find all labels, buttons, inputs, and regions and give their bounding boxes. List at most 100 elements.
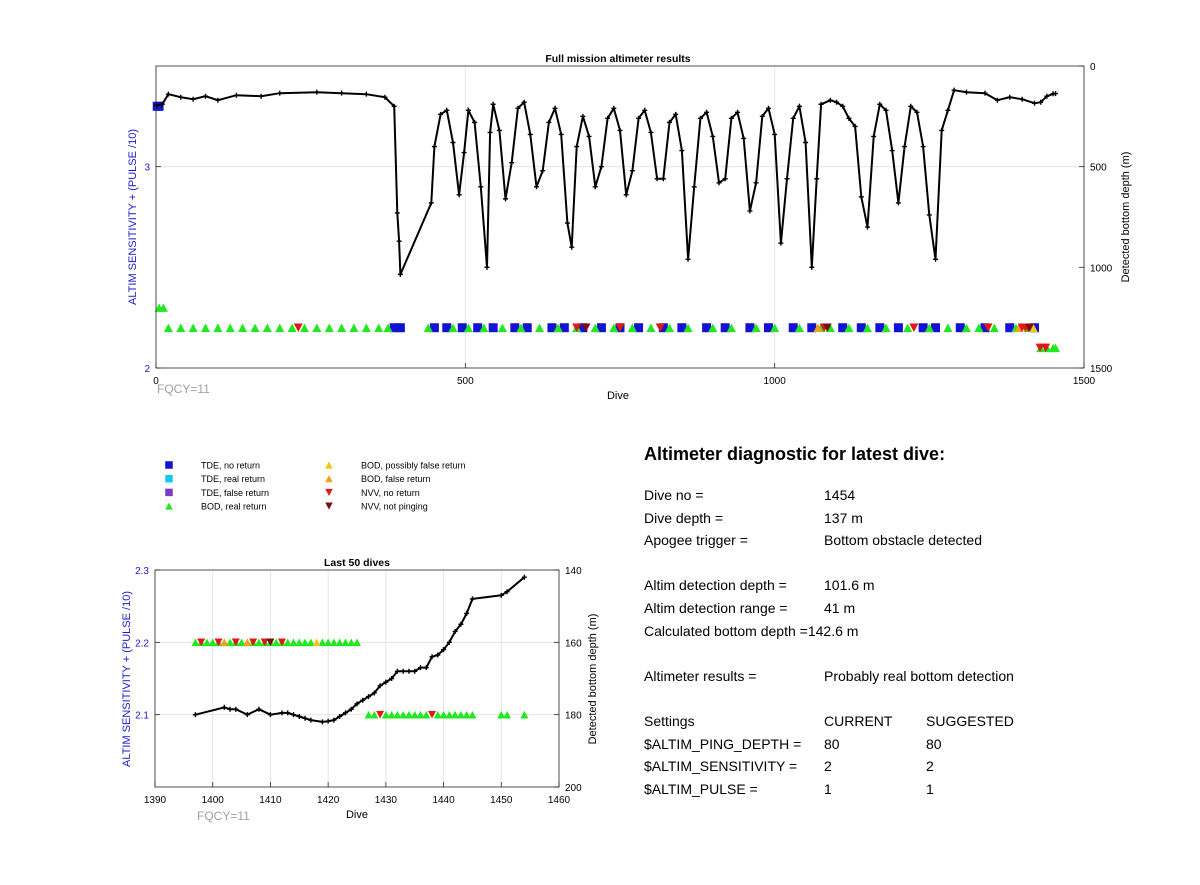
depth-point [772, 131, 778, 137]
depth-point [564, 220, 570, 226]
data-marker [655, 323, 665, 333]
dive-depth-row: Dive depth = 137 m [644, 510, 1164, 533]
depth-point [660, 176, 666, 182]
x-tick-label: 1450 [490, 795, 513, 806]
data-marker [553, 323, 563, 333]
depth-point [858, 194, 864, 200]
depth-point [354, 701, 360, 707]
depth-point [527, 131, 533, 137]
depth-point [636, 115, 642, 121]
data-marker [838, 323, 848, 333]
depth-point [933, 256, 939, 262]
depth-line [156, 89, 1056, 275]
depth-point [383, 679, 389, 685]
depth-point [963, 89, 969, 95]
data-marker [909, 323, 919, 333]
depth-point [371, 690, 377, 696]
data-marker [974, 323, 984, 333]
data-marker [395, 323, 405, 333]
data-marker [726, 323, 736, 333]
data-marker [677, 323, 687, 333]
depth-point [490, 101, 496, 107]
data-marker [389, 323, 399, 333]
data-marker [283, 638, 292, 647]
depth-point [580, 113, 586, 119]
data-marker [262, 323, 272, 333]
depth-point [464, 610, 470, 616]
data-marker [844, 323, 854, 333]
data-marker [422, 710, 431, 719]
depth-point [691, 184, 697, 190]
depth-point [478, 184, 484, 190]
depth-point [790, 115, 796, 121]
data-marker [581, 323, 591, 333]
data-marker [439, 710, 448, 719]
legend-marker [325, 461, 333, 469]
depth-point [939, 127, 945, 133]
depth-point [871, 133, 877, 139]
depth-point [552, 105, 558, 111]
depth-point [765, 105, 771, 111]
data-marker [433, 710, 442, 719]
depth-point [178, 94, 184, 100]
x-tick-label: 1460 [548, 795, 571, 806]
depth-point [908, 103, 914, 109]
y-left-tick-label: 2.2 [135, 638, 149, 649]
depth-point [920, 144, 926, 150]
depth-point [279, 710, 285, 716]
depth-point [666, 119, 672, 125]
y-right-tick-label: 500 [1090, 163, 1107, 174]
data-marker [627, 323, 637, 333]
depth-point [429, 654, 435, 660]
data-marker [989, 323, 999, 333]
dive-no-value: 1454 [824, 487, 856, 503]
legend-marker [325, 488, 333, 496]
data-marker [448, 323, 458, 333]
depth-point [394, 210, 400, 216]
results-label: Altimeter results = [644, 667, 757, 684]
x-tick-label: 1430 [375, 795, 398, 806]
depth-point [521, 99, 527, 105]
data-marker [376, 710, 385, 719]
y-left-tick-label: 2.1 [135, 711, 149, 722]
bottom-x-label: Dive [346, 809, 368, 821]
data-marker [961, 323, 971, 333]
data-marker [243, 638, 252, 647]
depth-point [319, 719, 325, 725]
data-marker [488, 323, 498, 333]
x-tick-label: 1410 [259, 795, 282, 806]
depth-point [902, 144, 908, 150]
depth-point [809, 264, 815, 270]
settings-row: $ALTIM_PING_DEPTH = 80 80 [644, 736, 1164, 759]
depth-point [895, 200, 901, 206]
top-marks [152, 87, 1061, 353]
data-marker [590, 323, 600, 333]
data-marker [463, 323, 473, 333]
top-chart-title: Full mission altimeter results [545, 53, 690, 65]
depth-point [400, 668, 406, 674]
legend-label: BOD, real return [201, 502, 267, 512]
data-marker [572, 323, 582, 333]
depth-point [679, 148, 685, 154]
y-right-tick-label: 200 [565, 783, 582, 794]
top-plot-area [156, 66, 1084, 368]
legend-marker [165, 488, 173, 497]
depth-point [722, 176, 728, 182]
data-marker [1005, 323, 1015, 333]
depth-point [396, 238, 402, 244]
depth-point [342, 710, 348, 716]
legend-label: BOD, false return [361, 474, 431, 484]
depth-point [417, 665, 423, 671]
data-marker [429, 323, 439, 333]
depth-point [586, 133, 592, 139]
data-marker [535, 323, 545, 333]
depth-point [258, 93, 264, 99]
depth-point [256, 706, 262, 712]
depth-point [487, 129, 493, 135]
legend-marker [165, 502, 173, 510]
depth-point [840, 103, 846, 109]
x-tick-label: 1400 [202, 795, 225, 806]
depth-point [331, 717, 337, 723]
bottom-plot-area [155, 570, 559, 787]
